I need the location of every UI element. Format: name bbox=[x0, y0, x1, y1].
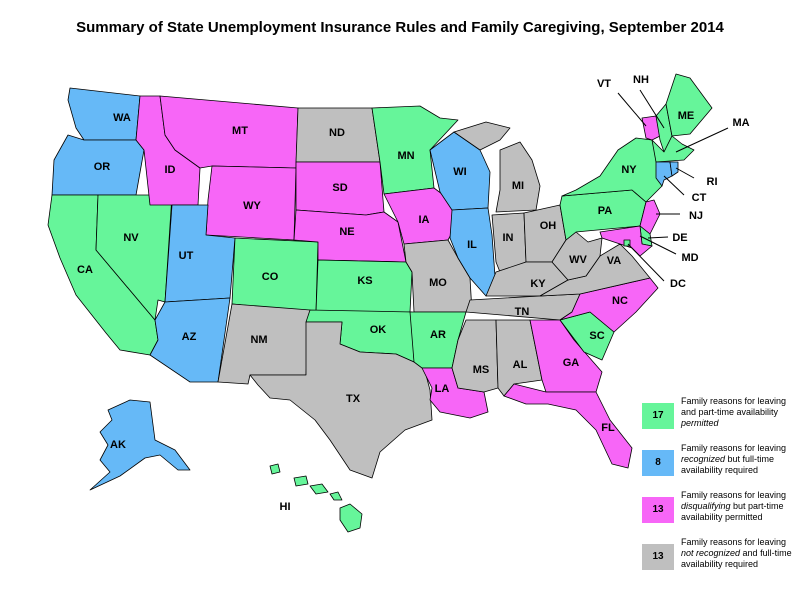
legend: 17 Family reasons for leaving and part-t… bbox=[641, 396, 797, 584]
label-MI: MI bbox=[512, 180, 524, 192]
label-MN: MN bbox=[397, 150, 414, 162]
label-CT: CT bbox=[692, 192, 707, 204]
label-GA: GA bbox=[563, 357, 580, 369]
label-MT: MT bbox=[232, 125, 248, 137]
label-KY: KY bbox=[530, 278, 546, 290]
label-UT: UT bbox=[179, 250, 194, 262]
state-AK[interactable] bbox=[89, 399, 191, 491]
label-AR: AR bbox=[430, 329, 446, 341]
label-NE: NE bbox=[339, 226, 354, 238]
label-IA: IA bbox=[419, 214, 430, 226]
legend-swatch-blue: 8 bbox=[641, 449, 675, 477]
label-WY: WY bbox=[243, 200, 261, 212]
label-SD: SD bbox=[332, 182, 347, 194]
legend-text: Family reasons for leaving disqualifying… bbox=[681, 490, 787, 522]
label-TN: TN bbox=[515, 306, 530, 318]
label-KS: KS bbox=[357, 275, 372, 287]
label-MS: MS bbox=[473, 364, 490, 376]
label-RI: RI bbox=[707, 176, 718, 188]
leader-MD bbox=[639, 235, 677, 255]
state-TX[interactable] bbox=[249, 321, 433, 479]
label-WI: WI bbox=[453, 166, 466, 178]
leader-CT bbox=[663, 175, 685, 196]
state-KS[interactable] bbox=[315, 259, 413, 313]
label-OK: OK bbox=[370, 324, 387, 336]
label-IL: IL bbox=[467, 239, 477, 251]
legend-swatch-gray: 13 bbox=[641, 543, 675, 571]
label-VT: VT bbox=[597, 78, 611, 90]
label-VA: VA bbox=[607, 255, 622, 267]
state-MA[interactable] bbox=[651, 135, 695, 163]
label-DE: DE bbox=[672, 232, 687, 244]
state-NJ[interactable] bbox=[639, 199, 661, 235]
state-MI[interactable] bbox=[495, 141, 541, 213]
leader-DC bbox=[627, 243, 665, 282]
label-SC: SC bbox=[589, 330, 604, 342]
label-MO: MO bbox=[429, 277, 447, 289]
state-HI[interactable] bbox=[269, 463, 363, 533]
legend-swatch-green: 17 bbox=[641, 402, 675, 430]
state-MI-upper[interactable] bbox=[453, 121, 511, 151]
label-MA: MA bbox=[732, 117, 749, 129]
label-NM: NM bbox=[250, 334, 267, 346]
leader-NH bbox=[639, 89, 665, 129]
label-NC: NC bbox=[612, 295, 628, 307]
label-TX: TX bbox=[346, 393, 361, 405]
label-NV: NV bbox=[123, 232, 139, 244]
leader-VT bbox=[617, 92, 647, 127]
label-WA: WA bbox=[113, 112, 131, 124]
label-AZ: AZ bbox=[182, 331, 197, 343]
label-NJ: NJ bbox=[689, 210, 703, 222]
label-IN: IN bbox=[503, 232, 514, 244]
legend-item-magenta: 13 Family reasons for leaving disqualify… bbox=[641, 490, 797, 536]
label-WV: WV bbox=[569, 254, 587, 266]
legend-text: Family reasons for leaving recognized bu… bbox=[681, 443, 787, 475]
label-HI: HI bbox=[280, 501, 291, 513]
legend-text: Family reasons for leaving not recognize… bbox=[681, 537, 792, 569]
state-WY[interactable] bbox=[205, 165, 297, 241]
label-PA: PA bbox=[598, 205, 613, 217]
label-NY: NY bbox=[621, 164, 637, 176]
label-ND: ND bbox=[329, 127, 345, 139]
legend-item-blue: 8 Family reasons for leaving recognized … bbox=[641, 443, 797, 489]
state-OR[interactable] bbox=[51, 134, 145, 196]
legend-item-gray: 13 Family reasons for leaving not recogn… bbox=[641, 537, 797, 583]
legend-item-green: 17 Family reasons for leaving and part-t… bbox=[641, 396, 797, 442]
state-ME[interactable] bbox=[665, 73, 713, 137]
leader-DE bbox=[647, 236, 669, 239]
label-ME: ME bbox=[678, 110, 695, 122]
state-NC[interactable] bbox=[559, 277, 659, 333]
label-ID: ID bbox=[165, 164, 176, 176]
label-CO: CO bbox=[262, 271, 279, 283]
map-title: Summary of State Unemployment Insurance … bbox=[76, 19, 724, 36]
state-FL[interactable] bbox=[503, 383, 633, 469]
label-MD: MD bbox=[681, 252, 698, 264]
label-LA: LA bbox=[435, 383, 450, 395]
label-NH: NH bbox=[633, 74, 649, 86]
legend-text: Family reasons for leaving and part-time… bbox=[681, 396, 787, 428]
state-AZ[interactable] bbox=[149, 297, 231, 383]
label-DC: DC bbox=[670, 278, 686, 290]
label-AK: AK bbox=[110, 439, 126, 451]
state-RI[interactable] bbox=[669, 161, 679, 177]
leader-RI bbox=[675, 167, 695, 179]
label-OH: OH bbox=[540, 220, 557, 232]
label-FL: FL bbox=[601, 422, 615, 434]
label-CA: CA bbox=[77, 264, 93, 276]
state-VT[interactable] bbox=[641, 115, 661, 141]
leader-MA bbox=[675, 127, 729, 153]
legend-swatch-magenta: 13 bbox=[641, 496, 675, 524]
label-AL: AL bbox=[513, 359, 528, 371]
label-OR: OR bbox=[94, 161, 111, 173]
